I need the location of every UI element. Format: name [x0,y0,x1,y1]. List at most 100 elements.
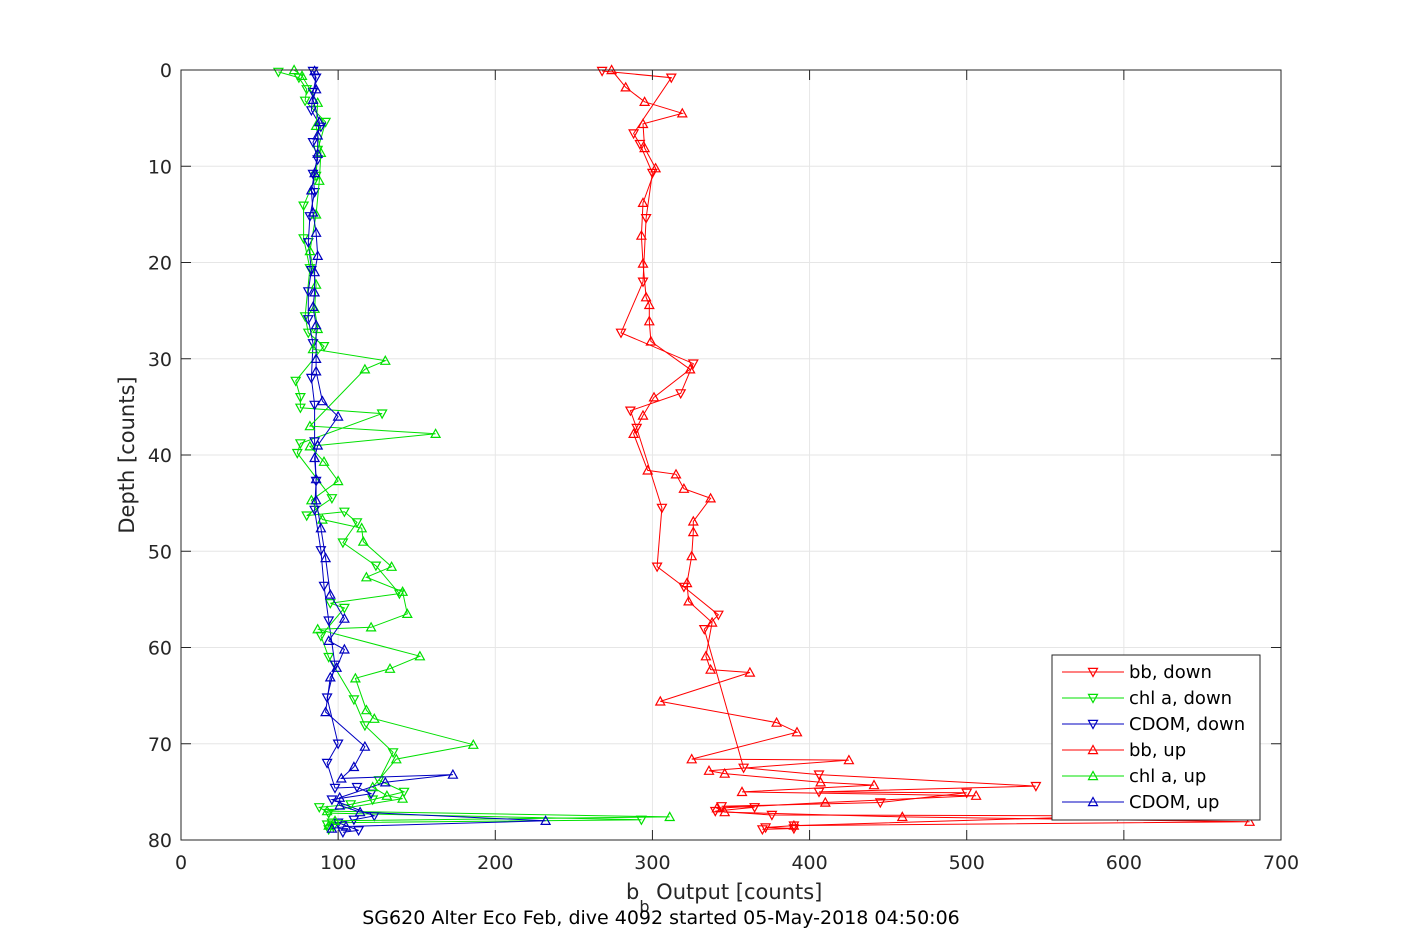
data-point [896,811,908,822]
data-point [349,672,361,683]
data-point [670,468,682,479]
data-point [640,214,652,224]
data-point [665,73,677,84]
legend: bb, down chl a, down CDOM, down bb, up chl a… [1051,654,1261,821]
data-point [309,286,321,297]
data-point [332,410,344,421]
series-1 [272,67,647,836]
data-point [338,507,350,518]
data-point [744,666,756,677]
data-point [365,621,377,632]
data-point [637,118,649,129]
legend-marker [1087,770,1099,781]
data-point [637,197,649,207]
legend-marker [1087,719,1099,730]
legend-entry: CDOM, down [1062,714,1245,735]
data-point [340,820,352,831]
legend-marker [1087,667,1099,678]
data-point [323,825,335,836]
data-point [320,117,332,128]
data-point [868,779,880,790]
data-point [312,439,324,450]
legend-marker [1087,744,1099,755]
data-point [650,162,662,173]
y-tick-label: 70 [148,734,172,756]
legend-label: chl a, up [1129,766,1206,787]
legend-box [1051,654,1261,821]
x-tick-label: 500 [949,852,985,874]
data-point [299,96,311,107]
data-point [309,400,321,411]
series-line [310,70,546,829]
data-point [687,515,699,526]
data-point [681,577,693,588]
data-point [368,712,380,723]
data-point [301,511,313,522]
data-point [320,552,332,563]
data-point [397,585,409,596]
data-point [467,738,479,749]
y-tick-label: 10 [148,156,172,178]
x-axis-label-rest: Output [counts] [650,880,823,904]
data-point [310,208,322,219]
y-tick-label: 30 [148,349,172,371]
data-point [447,768,459,779]
data-point [316,513,328,524]
legend-entry: chl a, down [1062,688,1232,709]
data-point [353,826,365,837]
data-point [736,786,748,797]
y-tick-label: 40 [148,445,172,467]
data-point [354,806,366,817]
data-point [414,650,426,661]
data-point [788,819,800,830]
data-point [335,772,347,783]
x-axis-label-subscript: b [639,897,649,916]
legend-marker [1087,796,1099,807]
data-point [332,818,344,829]
data-point [316,395,328,406]
data-point [307,66,319,77]
data-point [312,147,324,158]
data-point [384,662,396,673]
data-point [970,789,982,800]
data-point [1244,815,1256,826]
data-point [305,184,317,195]
data-point [320,706,332,717]
data-point [705,663,717,674]
data-point [310,226,322,237]
ticks [180,69,1282,841]
data-point [367,781,379,792]
data-point [719,767,731,778]
data-point [390,753,402,764]
data-point [370,561,382,572]
data-point [634,139,646,150]
data-point [1030,781,1042,792]
data-point [664,811,676,822]
data-point [324,598,336,609]
data-point [315,147,327,157]
data-point [540,815,552,826]
data-point [351,518,363,529]
data-point [304,245,316,256]
series-line [293,69,670,826]
data-point [309,452,321,463]
data-point [329,783,341,794]
data-point [675,389,687,400]
data-point [315,546,327,557]
data-point [356,522,368,533]
data-point [683,595,695,606]
data-point [321,693,333,704]
data-point [312,250,324,260]
data-point [651,562,663,573]
figure-caption: SG620 Alter Eco Feb, dive 4092 started 0… [362,907,960,929]
data-point [309,266,321,277]
data-point [766,810,778,821]
data-point [329,815,341,826]
data-point [305,106,317,117]
data-point [318,455,330,466]
data-point [312,129,324,140]
data-point [337,538,349,549]
data-point [359,363,371,374]
data-point [291,448,303,459]
